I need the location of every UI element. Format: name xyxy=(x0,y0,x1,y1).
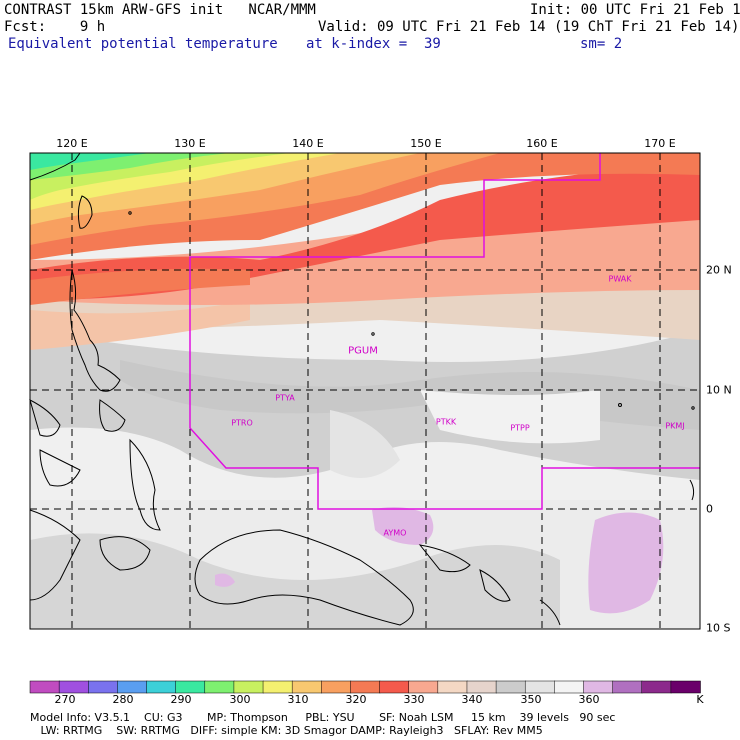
lon-label: 140 E xyxy=(292,137,324,150)
fir-boundary xyxy=(189,153,700,510)
colorbar-swatch xyxy=(408,680,439,694)
lat-label: 10 N xyxy=(706,383,732,397)
station-label: PKMJ xyxy=(665,421,685,431)
lat-label: 0 xyxy=(706,502,713,516)
lon-label: 130 E xyxy=(174,137,206,150)
lon-label: 120 E xyxy=(56,137,88,150)
theta-e-field xyxy=(30,153,700,629)
colorbar-tick-label: 280 xyxy=(112,693,134,706)
colorbar-swatch xyxy=(641,680,672,694)
colorbar-tick-label: 310 xyxy=(287,693,309,706)
model-title: CONTRAST 15km ARW-GFS init NCAR/MMM xyxy=(4,2,316,18)
station-label: PTYA xyxy=(275,393,295,403)
station-label: PTPP xyxy=(510,423,530,433)
colorbar-swatch xyxy=(117,680,148,694)
model-info-line1: Model Info: V3.5.1 CU: G3 MP: Thompson P… xyxy=(30,711,616,724)
colorbar-swatch xyxy=(204,680,235,694)
colorbar-tick-label: 300 xyxy=(229,693,251,706)
colorbar-swatch xyxy=(321,680,352,694)
init-time: Init: 00 UTC Fri 21 Feb 14 xyxy=(530,2,740,18)
colorbar-swatch xyxy=(146,680,177,694)
colorbar-tick-label: 270 xyxy=(54,693,76,706)
colorbar-swatch xyxy=(58,680,90,694)
smoothing: sm= 2 xyxy=(580,36,623,52)
colorbar xyxy=(29,680,701,694)
colorbar-tick-label: 320 xyxy=(345,693,367,706)
colorbar-swatch xyxy=(175,680,206,694)
colorbar-swatch xyxy=(612,680,643,694)
lat-lon-grid xyxy=(30,153,700,629)
lon-label: 160 E xyxy=(526,137,558,150)
colorbar-swatch xyxy=(29,680,60,694)
colorbar-swatch xyxy=(437,680,468,694)
colorbar-swatch xyxy=(495,680,526,694)
colorbar-tick-label: 350 xyxy=(520,693,542,706)
coastlines xyxy=(29,152,695,626)
colorbar-swatch xyxy=(350,680,381,694)
map-frame xyxy=(29,152,701,630)
station-label: PWAK xyxy=(608,274,632,284)
colorbar-swatch xyxy=(291,680,323,694)
lon-label: 150 E xyxy=(410,137,442,150)
k-index: at k-index = 39 xyxy=(306,36,441,52)
colorbar-tick-label: 340 xyxy=(461,693,483,706)
lat-label: 20 N xyxy=(706,263,732,277)
colorbar-tick-label: K xyxy=(696,693,704,706)
colorbar-swatch xyxy=(88,680,119,694)
station-label: AYMO xyxy=(383,528,407,538)
colorbar-tick-label: 290 xyxy=(170,693,192,706)
field-name: Equivalent potential temperature xyxy=(8,36,278,52)
colorbar-swatch xyxy=(670,680,701,694)
colorbar-swatch xyxy=(466,680,497,694)
station-label: PTRO xyxy=(231,418,253,428)
forecast-hour: Fcst: 9 h xyxy=(4,19,106,35)
colorbar-swatch xyxy=(524,680,556,694)
colorbar-swatch xyxy=(262,680,293,694)
colorbar-swatch xyxy=(554,680,585,694)
lon-label: 170 E xyxy=(644,137,676,150)
colorbar-swatch xyxy=(583,680,614,694)
valid-time: Valid: 09 UTC Fri 21 Feb 14 (19 ChT Fri … xyxy=(318,19,740,35)
colorbar-tick-label: 360 xyxy=(578,693,600,706)
colorbar-swatch xyxy=(233,680,264,694)
lat-label: 10 S xyxy=(706,621,731,635)
station-label: PGUM xyxy=(348,345,378,357)
colorbar-tick-label: 330 xyxy=(403,693,425,706)
colorbar-swatch xyxy=(379,680,410,694)
model-info-line2: LW: RRTMG SW: RRTMG DIFF: simple KM: 3D … xyxy=(30,724,543,737)
station-label: PTKK xyxy=(435,417,457,427)
